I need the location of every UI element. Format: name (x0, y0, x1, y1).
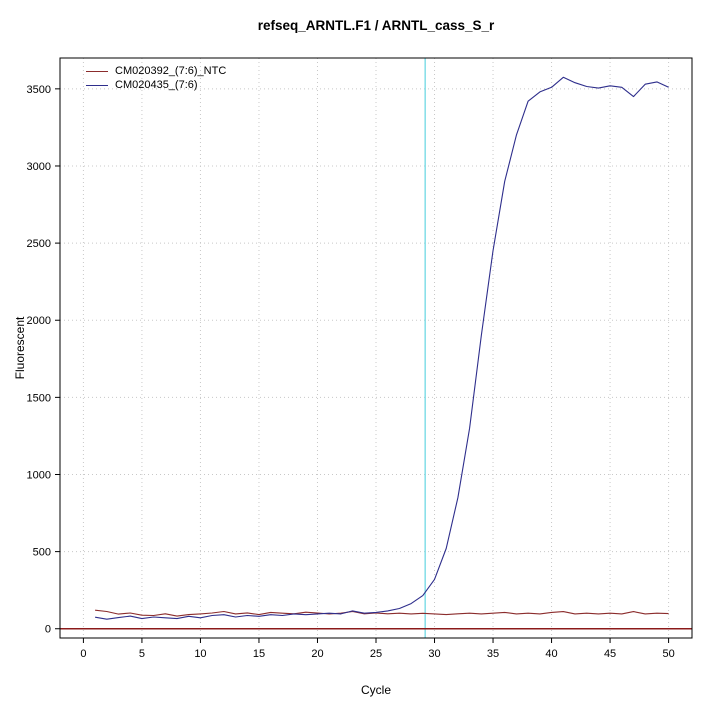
y-tick-label: 0 (45, 624, 51, 636)
x-tick-label: 5 (139, 648, 145, 660)
x-axis-label: Cycle (360, 683, 391, 697)
x-tick-label: 35 (487, 648, 499, 660)
legend: CM020392_(7:6)_NTC CM020435_(7:6) (86, 64, 226, 92)
x-tick-label: 45 (604, 648, 616, 660)
y-tick-label: 1500 (27, 392, 51, 404)
y-tick-label: 3000 (27, 161, 51, 173)
legend-line-swatch (86, 84, 108, 86)
x-tick-label: 50 (662, 648, 674, 660)
x-tick-label: 40 (545, 648, 557, 660)
legend-item: CM020392_(7:6)_NTC (86, 64, 226, 78)
legend-line-swatch (86, 70, 108, 72)
x-tick-label: 20 (311, 648, 323, 660)
y-tick-label: 1000 (27, 469, 51, 481)
series-line-0 (95, 609, 669, 617)
series-line-1 (95, 76, 669, 620)
legend-label: CM020392_(7:6)_NTC (115, 65, 227, 77)
y-tick-label: 2000 (27, 315, 51, 327)
legend-label: CM020435_(7:6) (115, 79, 198, 91)
x-tick-label: 15 (253, 648, 265, 660)
x-tick-label: 30 (428, 648, 440, 660)
x-tick-label: 25 (370, 648, 382, 660)
y-tick-label: 3500 (27, 84, 51, 96)
x-tick-label: 10 (194, 648, 206, 660)
x-tick-label: 0 (80, 648, 86, 660)
legend-item: CM020435_(7:6) (86, 78, 226, 92)
y-tick-label: 2500 (27, 238, 51, 250)
chart-title: refseq_ARNTL.F1 / ARNTL_cass_S_r (257, 18, 495, 33)
y-tick-label: 500 (33, 547, 51, 559)
